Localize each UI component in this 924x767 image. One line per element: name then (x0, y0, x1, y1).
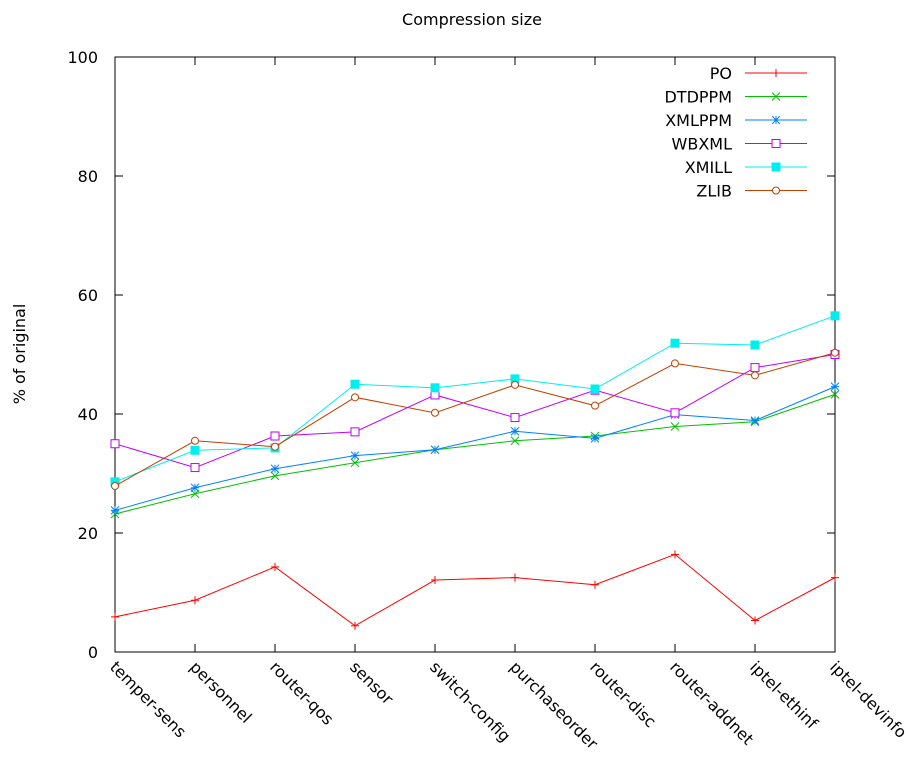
x-tick-label: personnel (186, 657, 255, 726)
data-point (271, 562, 279, 571)
data-point (111, 481, 119, 490)
y-tick-label: 20 (78, 524, 98, 543)
data-point (830, 311, 840, 321)
data-point (772, 69, 780, 77)
data-point (191, 436, 199, 445)
legend-label: WBXML (672, 135, 733, 154)
series-line (114, 352, 836, 487)
x-tick-label: router-addnet (666, 657, 757, 748)
chart-title: Compression size (402, 10, 542, 29)
data-point (270, 464, 280, 474)
data-point (431, 576, 439, 585)
y-tick-label: 40 (78, 405, 98, 424)
series-layer (110, 311, 840, 630)
data-point (751, 616, 759, 625)
data-point (351, 621, 359, 630)
data-point (350, 379, 360, 389)
data-point (430, 445, 440, 455)
series-line (114, 393, 836, 515)
y-tick-label: 100 (67, 48, 98, 67)
data-point (831, 348, 839, 357)
data-point (191, 596, 199, 605)
legend-label: DTDPPM (664, 88, 732, 107)
data-point (190, 483, 200, 493)
legend-label: PO (710, 64, 732, 83)
legend-label: ZLIB (696, 182, 732, 201)
data-point (110, 439, 120, 449)
data-point (350, 458, 360, 468)
series-po (111, 550, 839, 630)
legend-entry: DTDPPM (664, 88, 807, 107)
x-tick-label: router-qos (266, 657, 337, 728)
data-point (670, 338, 680, 348)
data-point (591, 580, 599, 589)
data-point (771, 162, 781, 172)
data-point (591, 401, 599, 410)
series-line (114, 315, 836, 483)
data-point (111, 612, 119, 621)
legend-label: XMILL (685, 158, 732, 177)
legend-entry: ZLIB (696, 182, 807, 201)
data-point (830, 382, 840, 391)
legend-entry: PO (710, 64, 807, 83)
data-point (510, 426, 520, 436)
data-point (350, 427, 360, 437)
data-point (830, 390, 840, 399)
x-tick-label: switch-config (426, 657, 514, 745)
data-point (590, 384, 600, 394)
x-tick-label: temper-sens (106, 657, 190, 741)
data-point (350, 451, 360, 461)
legend-entry: XMLPPM (665, 111, 807, 130)
y-tick-label: 60 (78, 286, 98, 305)
series-xmlppm (110, 382, 840, 515)
data-point (771, 115, 781, 125)
data-point (511, 380, 519, 389)
data-point (271, 442, 279, 451)
data-point (590, 434, 600, 443)
data-point (190, 463, 200, 473)
legend-entry: WBXML (672, 135, 807, 154)
data-point (750, 416, 760, 425)
series-dtdppm (110, 390, 840, 519)
data-point (270, 431, 280, 441)
legend-entry: XMILL (685, 158, 807, 177)
y-tick-label: 80 (78, 167, 98, 186)
data-point (510, 436, 520, 446)
data-point (771, 139, 781, 148)
legend: PO DTDPPM XMLPPM WBXML XMILL ZLIB (664, 64, 807, 201)
data-point (510, 413, 520, 423)
series-line (114, 354, 836, 469)
data-point (431, 408, 439, 417)
data-point (771, 92, 781, 101)
data-point (671, 359, 679, 368)
x-tick-label: iptel-devinfo (826, 657, 910, 741)
data-point (831, 573, 839, 582)
data-point (772, 186, 780, 195)
data-point (430, 383, 440, 393)
series-line (114, 553, 836, 627)
data-point (670, 422, 680, 431)
data-point (511, 573, 519, 582)
x-tick-label: iptel-ethinf (746, 657, 822, 733)
series-zlib (111, 348, 839, 490)
data-point (750, 340, 760, 350)
data-point (671, 550, 679, 559)
data-point (351, 393, 359, 402)
data-point (670, 408, 680, 418)
legend-label: XMLPPM (665, 111, 732, 130)
data-point (110, 506, 120, 515)
data-point (190, 445, 200, 455)
data-point (750, 363, 760, 373)
y-axis-label: % of original (10, 304, 29, 405)
x-tick-label: sensor (346, 657, 397, 708)
y-tick-label: 0 (88, 643, 98, 662)
series-wbxml (110, 350, 840, 473)
data-point (270, 471, 280, 481)
series-line (114, 386, 836, 511)
data-point (751, 371, 759, 380)
x-tick-label: router-disc (586, 657, 660, 731)
